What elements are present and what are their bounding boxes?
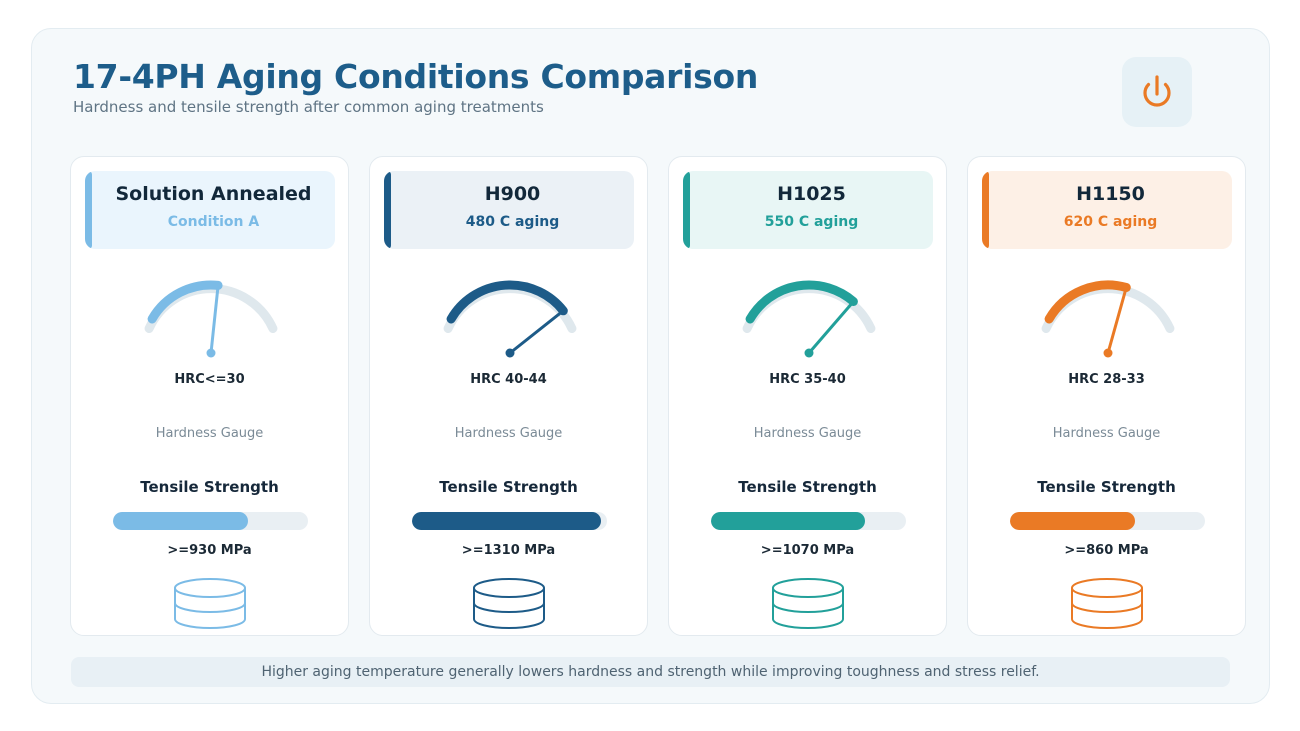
hardness-value: HRC<=30 xyxy=(174,372,245,387)
tensile-value: >=1070 MPa xyxy=(760,543,855,558)
power-icon xyxy=(1143,75,1171,107)
tensile-value: >=1310 MPa xyxy=(461,543,556,558)
tensile-value: >=930 MPa xyxy=(167,543,252,558)
page-subtitle: Hardness and tensile strength after comm… xyxy=(73,98,544,116)
accent-bar xyxy=(85,171,92,249)
condition-name: H1025 xyxy=(777,183,846,205)
card-h900: H900 480 C aging HRC 40-44 Hardness Gaug… xyxy=(369,156,648,636)
gauge-needle xyxy=(209,287,220,355)
card-solution-annealed: Solution Annealed Condition A HRC<=30 Ha… xyxy=(70,156,349,636)
gauge-needle xyxy=(1106,289,1127,355)
card-h1150: H1150 620 C aging HRC 28-33 Hardness Gau… xyxy=(967,156,1246,636)
accent-bar xyxy=(384,171,391,249)
gauge-track xyxy=(742,284,876,333)
gauge-caption: Hardness Gauge xyxy=(155,426,264,441)
gauge-track xyxy=(443,284,577,333)
tensile-bar-fill xyxy=(1010,512,1135,530)
condition-name: H1150 xyxy=(1076,183,1145,205)
tensile-label: Tensile Strength xyxy=(140,478,279,496)
gauge-fill xyxy=(1044,280,1131,324)
cylinder-icon xyxy=(473,578,545,629)
gauge-track xyxy=(1041,284,1175,333)
gauge-fill xyxy=(745,280,858,324)
gauge-pivot xyxy=(206,348,216,358)
card-h1025: H1025 550 C aging HRC 35-40 Hardness Gau… xyxy=(668,156,947,636)
gauge-caption: Hardness Gauge xyxy=(1052,426,1161,441)
gauge-pivot xyxy=(505,348,515,358)
hardness-value: HRC 28-33 xyxy=(1068,372,1145,387)
condition-name: H900 xyxy=(484,183,541,205)
condition-subtitle: Condition A xyxy=(167,214,260,230)
accent-bar xyxy=(982,171,989,249)
tensile-bar-fill xyxy=(412,512,602,530)
gauge-track xyxy=(144,284,278,333)
footer-note: Higher aging temperature generally lower… xyxy=(71,657,1230,687)
card-header: H1150 620 C aging xyxy=(982,171,1232,249)
gauge-pivot xyxy=(804,348,814,358)
cylinder-icon xyxy=(1071,578,1143,629)
cylinder-icon xyxy=(772,578,844,629)
tensile-bar-fill xyxy=(711,512,866,530)
hardness-gauge xyxy=(443,280,577,358)
hardness-gauge xyxy=(742,280,876,358)
tensile-bar xyxy=(1010,512,1205,530)
card-header: H900 480 C aging xyxy=(384,171,634,249)
card-header: H1025 550 C aging xyxy=(683,171,933,249)
gauge-fill xyxy=(446,280,568,324)
gauge-needle xyxy=(807,303,853,355)
tensile-label: Tensile Strength xyxy=(439,478,578,496)
tensile-bar xyxy=(711,512,906,530)
page-title: 17-4PH Aging Conditions Comparison xyxy=(73,57,759,96)
gauge-caption: Hardness Gauge xyxy=(454,426,563,441)
card-header: Solution Annealed Condition A xyxy=(85,171,335,249)
hardness-value: HRC 35-40 xyxy=(769,372,846,387)
cylinder-icon xyxy=(174,578,246,629)
hardness-value: HRC 40-44 xyxy=(470,372,547,387)
power-button[interactable] xyxy=(1122,57,1192,127)
tensile-label: Tensile Strength xyxy=(738,478,877,496)
gauge-pivot xyxy=(1103,348,1113,358)
gauge-fill xyxy=(147,280,223,324)
condition-subtitle: 480 C aging xyxy=(465,214,560,230)
accent-bar xyxy=(683,171,690,249)
tensile-bar xyxy=(412,512,607,530)
hardness-gauge xyxy=(144,280,278,358)
tensile-label: Tensile Strength xyxy=(1037,478,1176,496)
hardness-gauge xyxy=(1041,280,1175,358)
tensile-bar-fill xyxy=(113,512,248,530)
condition-subtitle: 620 C aging xyxy=(1063,214,1158,230)
tensile-value: >=860 MPa xyxy=(1064,543,1149,558)
tensile-bar xyxy=(113,512,308,530)
gauge-caption: Hardness Gauge xyxy=(753,426,862,441)
condition-name: Solution Annealed xyxy=(115,183,312,205)
gauge-needle xyxy=(508,311,562,355)
condition-subtitle: 550 C aging xyxy=(764,214,859,230)
